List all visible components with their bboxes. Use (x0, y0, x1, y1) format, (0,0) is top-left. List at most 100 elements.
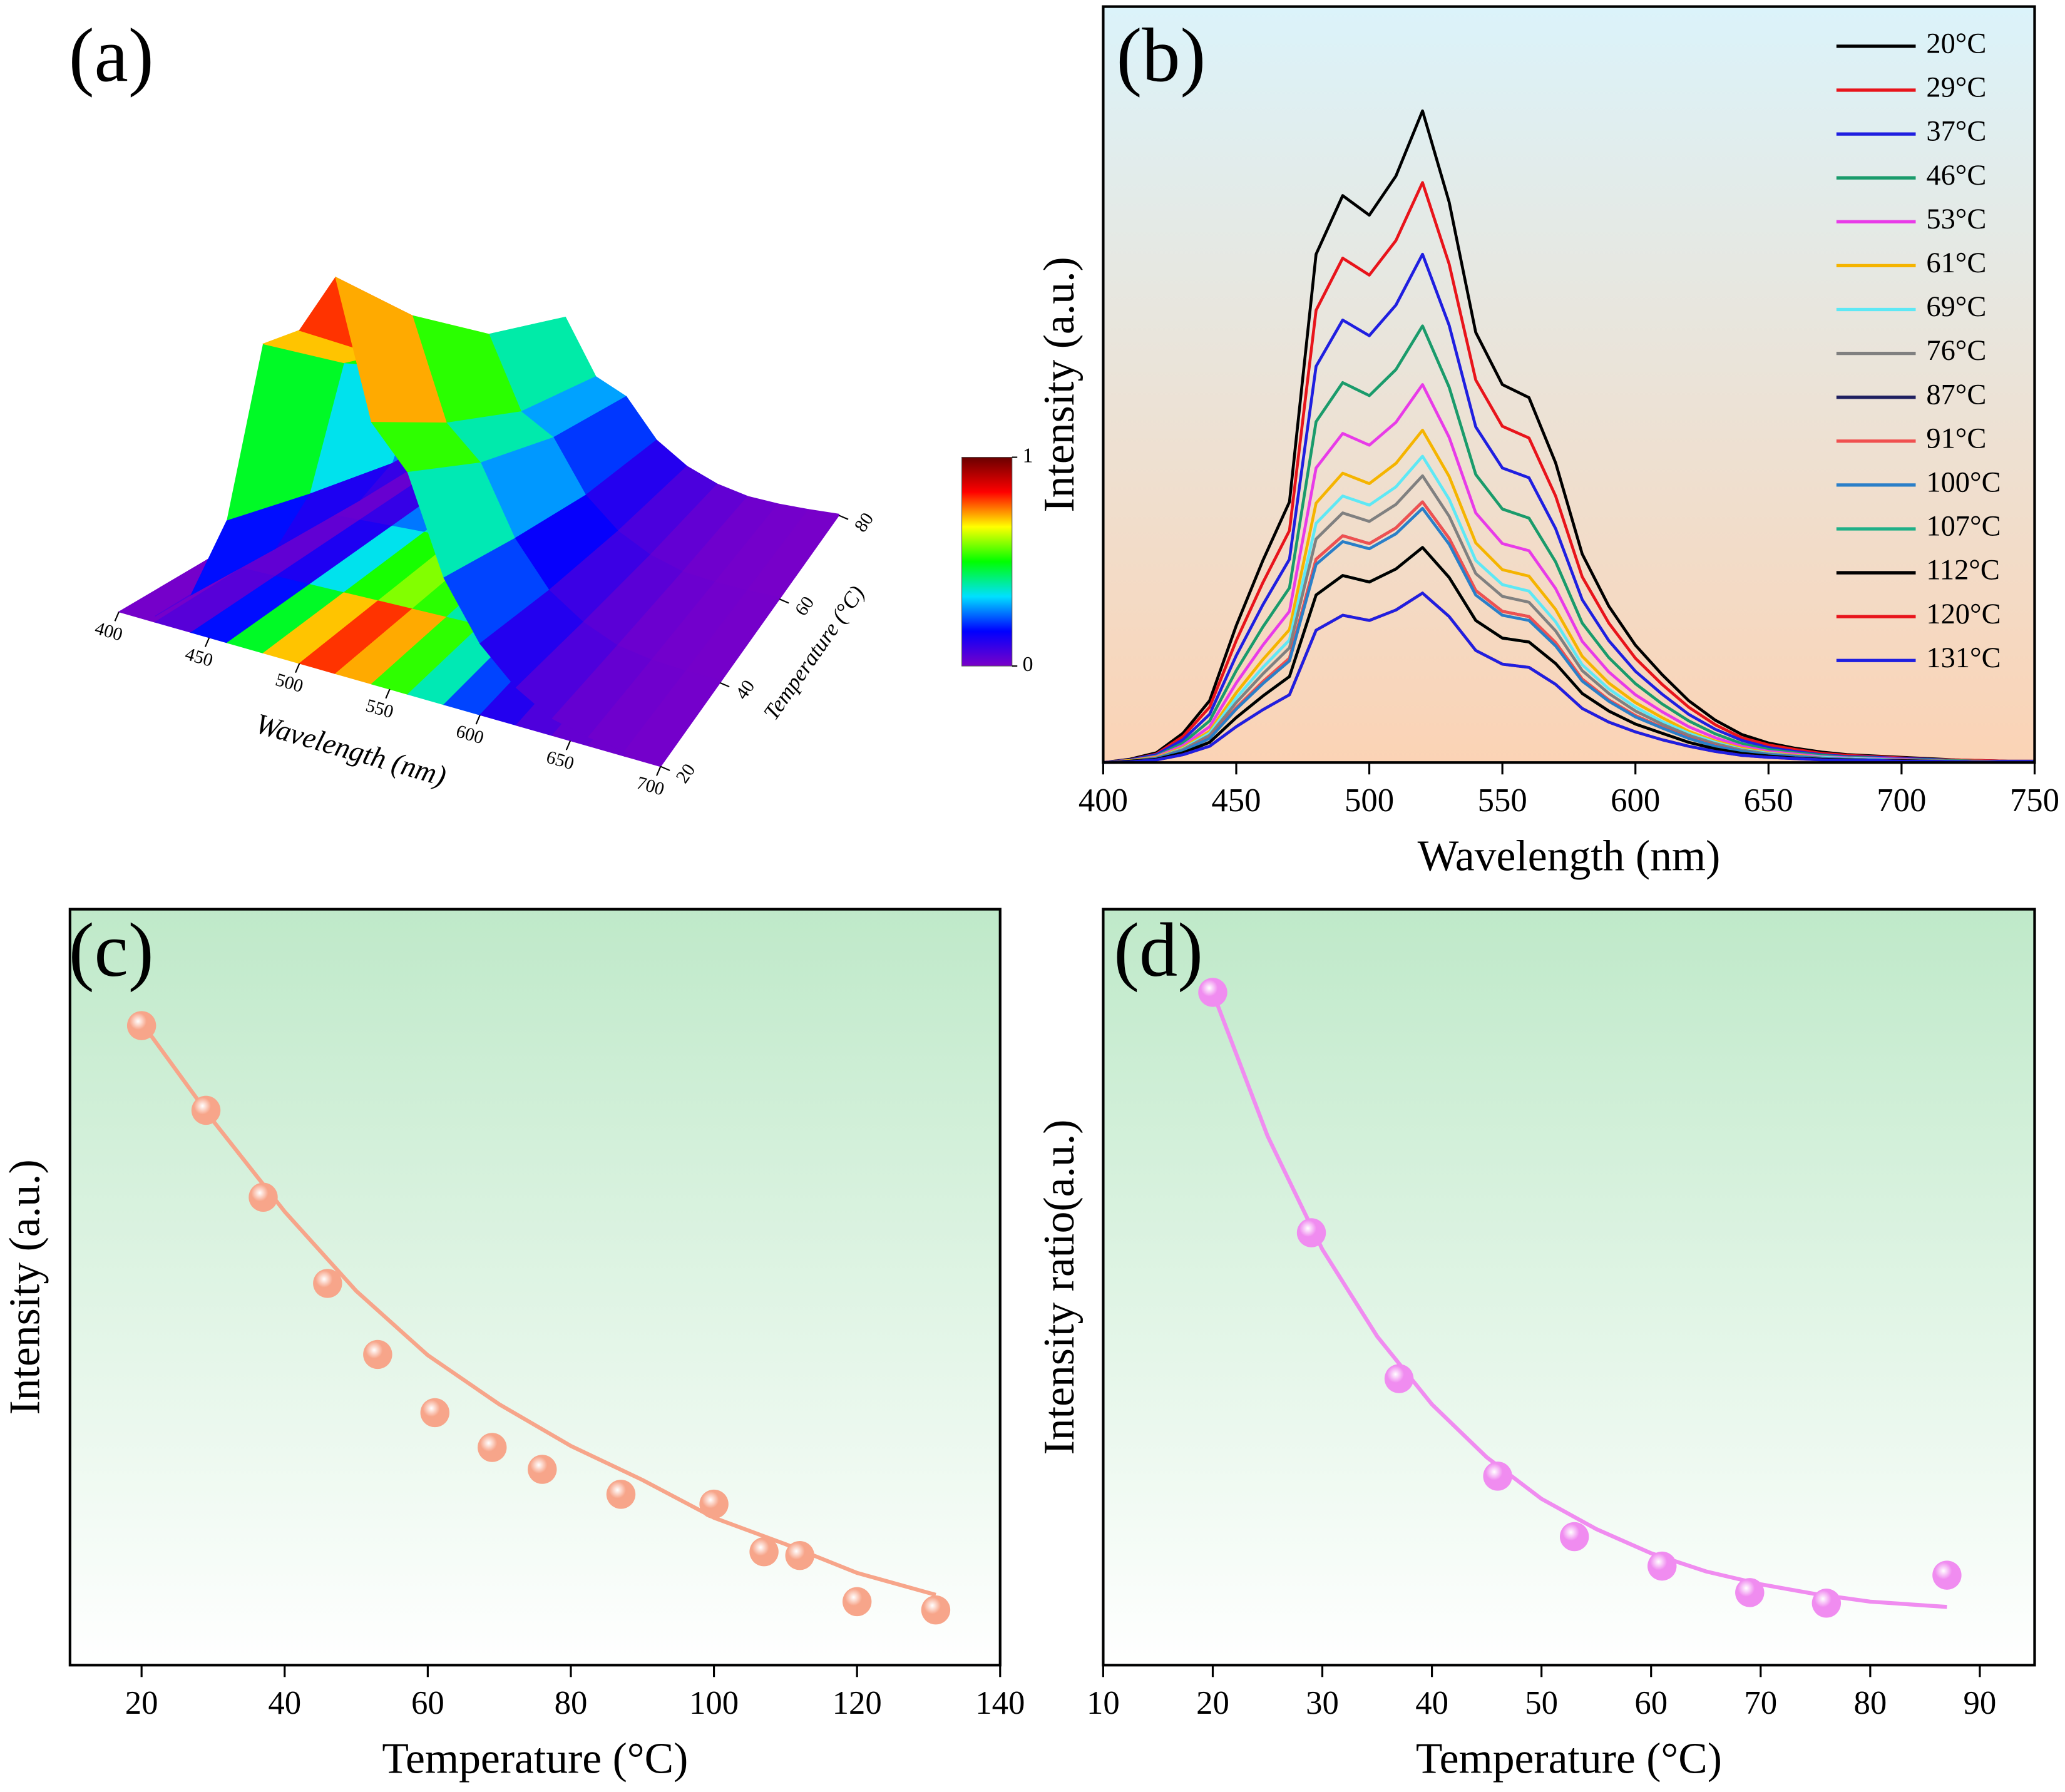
x-tick-label: 100 (689, 1685, 739, 1721)
x-tick-label: 550 (364, 695, 396, 722)
x-tick-label: 90 (1964, 1685, 1997, 1721)
data-point (478, 1433, 507, 1462)
data-point (1198, 978, 1227, 1007)
legend-label: 61°C (1926, 247, 1986, 279)
data-point (1483, 1462, 1512, 1491)
data-point (420, 1398, 450, 1428)
x-tick-label: 650 (544, 747, 576, 774)
plot-frame (1102, 5, 2036, 764)
data-point (1384, 1364, 1414, 1393)
x-axis-label: Temperature (°C) (1416, 1735, 1722, 1783)
legend-label: 69°C (1926, 291, 1986, 323)
x-axis-label: Wavelength (nm) (1418, 832, 1721, 880)
x-tick-label: 500 (1345, 782, 1394, 819)
y-tick-label: 60 (791, 593, 818, 620)
panel-label: (d) (1114, 908, 1203, 993)
x-tick (656, 766, 662, 776)
x-tick-label: 700 (1877, 782, 1926, 819)
data-point (842, 1587, 872, 1617)
x-tick (385, 689, 391, 699)
x-tick-label: 10 (1087, 1685, 1120, 1721)
x-tick-label: 450 (1211, 782, 1261, 819)
x-tick-label: 650 (1744, 782, 1793, 819)
y-tick-label: 80 (851, 509, 878, 536)
y-tick (838, 515, 849, 520)
colorbar (961, 457, 1013, 667)
x-tick (204, 637, 210, 647)
panel-label: (a) (69, 13, 154, 98)
legend-label: 20°C (1926, 28, 1986, 60)
legend-label: 120°C (1926, 598, 2001, 630)
x-tick-label: 40 (1415, 1685, 1448, 1721)
legend-label: 91°C (1926, 422, 1986, 454)
data-point (249, 1182, 278, 1212)
data-point (1647, 1551, 1677, 1581)
y-axis-label: Intensity ratio(a.u.) (1035, 1120, 1084, 1455)
x-tick-label: 750 (2010, 782, 2059, 819)
y-tick-label: 20 (672, 760, 699, 787)
x-tick-label: 30 (1306, 1685, 1339, 1721)
panel-label: (b) (1117, 13, 1206, 98)
legend-label: 37°C (1926, 116, 1986, 148)
colorbar-tick-label: 1 (1023, 444, 1033, 467)
data-point (699, 1489, 729, 1519)
x-tick-label: 400 (93, 618, 125, 645)
x-tick-label: 20 (125, 1685, 158, 1721)
data-point (1296, 1218, 1326, 1247)
y-tick (779, 598, 789, 604)
x-axis-label: Wavelength (nm) (252, 708, 449, 793)
data-point (363, 1339, 392, 1370)
x-tick (475, 714, 481, 725)
x-tick-label: 400 (1079, 782, 1128, 819)
x-tick-label: 450 (183, 644, 215, 671)
x-tick-label: 60 (1634, 1685, 1668, 1721)
spectrum-line (1103, 591, 2035, 764)
legend-label: 100°C (1926, 467, 2001, 499)
x-tick (114, 612, 120, 622)
data-point (1735, 1578, 1765, 1607)
x-tick-label: 80 (555, 1685, 588, 1721)
x-tick-label: 60 (411, 1685, 444, 1721)
x-tick-label: 80 (1853, 1685, 1887, 1721)
x-tick (565, 740, 571, 750)
y-tick (660, 765, 670, 771)
legend-label: 131°C (1926, 642, 2001, 674)
legend-label: 46°C (1926, 160, 1986, 192)
fit-curve (1211, 991, 1947, 1609)
legend-label: 76°C (1926, 335, 1986, 367)
y-tick-label: 40 (732, 677, 759, 704)
x-axis-label: Temperature (°C) (382, 1735, 688, 1783)
y-axis-label: Intensity (a.u.) (1, 1159, 49, 1415)
data-point (785, 1540, 814, 1570)
data-point (313, 1269, 342, 1298)
plot-frame (1102, 908, 2036, 1667)
plot-frame (68, 908, 1002, 1667)
data-point (528, 1455, 557, 1484)
legend-label: 87°C (1926, 379, 1986, 411)
colorbar-tick-label: 0 (1023, 653, 1033, 676)
x-tick-label: 120 (833, 1685, 882, 1721)
surface-patch (623, 670, 721, 764)
x-tick-label: 50 (1525, 1685, 1558, 1721)
data-point (1811, 1589, 1842, 1618)
x-tick-label: 500 (273, 670, 305, 697)
x-tick-label: 550 (1478, 782, 1527, 819)
data-point (126, 1011, 156, 1040)
panel-label: (c) (69, 908, 154, 993)
x-tick-label: 600 (454, 721, 486, 748)
x-tick (295, 663, 300, 673)
legend-label: 29°C (1926, 72, 1986, 104)
plot-background (69, 909, 1000, 1666)
data-point (606, 1480, 636, 1509)
x-tick-label: 20 (1196, 1685, 1229, 1721)
x-tick-label: 40 (268, 1685, 301, 1721)
x-tick-label: 140 (975, 1685, 1025, 1721)
data-point (1932, 1560, 1962, 1590)
x-tick-label: 70 (1744, 1685, 1777, 1721)
data-point (749, 1537, 779, 1567)
legend-label: 107°C (1926, 511, 2001, 543)
plot-background (1103, 909, 2035, 1666)
legend-label: 53°C (1926, 203, 1986, 235)
y-axis-label: Intensity (a.u.) (1035, 257, 1084, 512)
